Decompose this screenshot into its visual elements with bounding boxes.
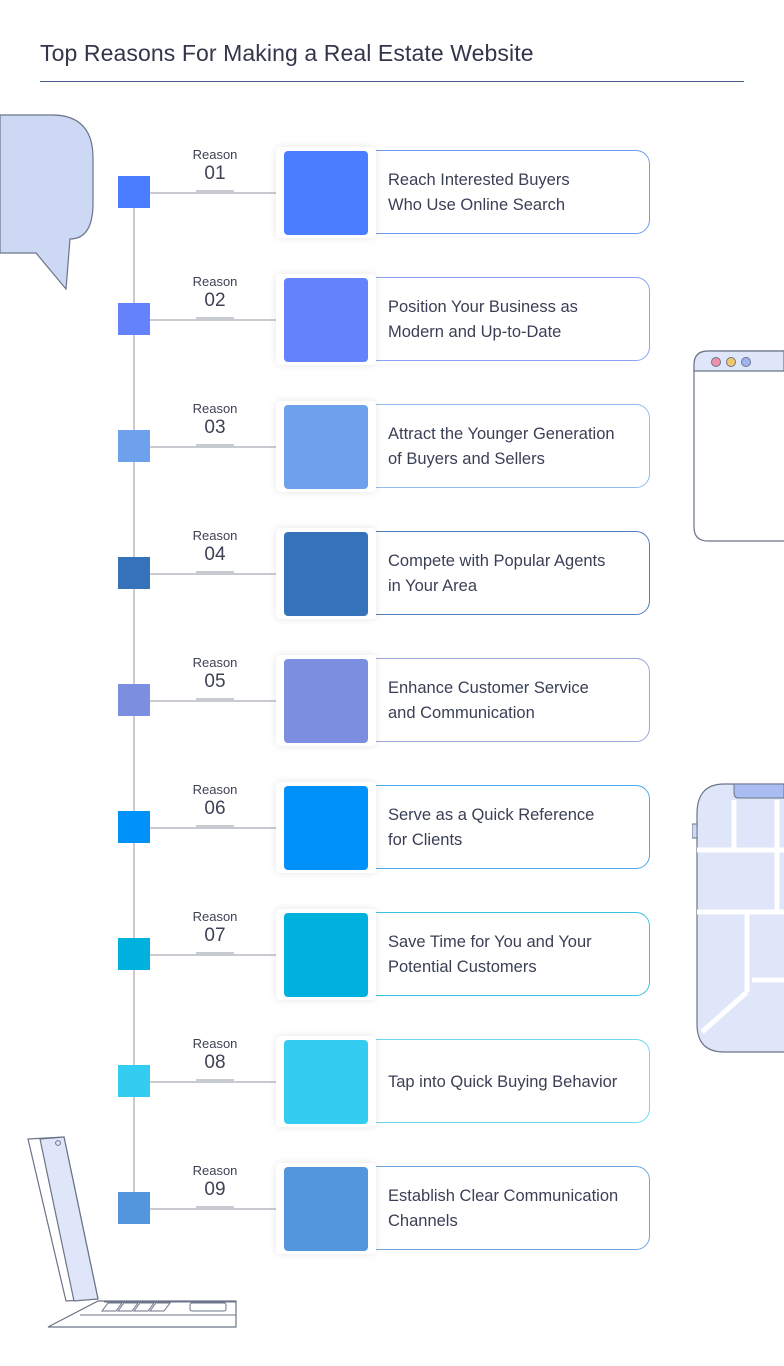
number-underline (196, 825, 234, 827)
reason-number: 03 (204, 417, 226, 438)
timeline-marker (118, 684, 150, 716)
reason-number: 01 (204, 163, 226, 184)
number-underline (196, 190, 234, 192)
reason-label: Reason (192, 909, 238, 924)
reason-text: Serve as a Quick Reference for Clients (388, 806, 595, 849)
number-underline (196, 698, 234, 700)
reason-number: 02 (204, 290, 226, 311)
reason-item: Reason 02 Position Your Business as Modern… (0, 274, 784, 401)
timeline-marker (118, 176, 150, 208)
page-title: Top Reasons For Making a Real Estate Web… (40, 40, 534, 66)
reason-text: Compete with Popular Agents in Your Area (388, 552, 606, 595)
timeline-marker (118, 1192, 150, 1224)
color-swatch (284, 532, 368, 616)
reason-item: Reason 03 Attract the Younger Generation o… (0, 401, 784, 528)
reason-text: Position Your Business as Modern and Up-… (388, 298, 578, 341)
reason-item: Reason 04 Compete with Popular Agents in Y… (0, 528, 784, 655)
reason-label: Reason (192, 782, 238, 797)
phone-map-icon (692, 783, 784, 1053)
connector-line (150, 573, 278, 575)
reason-text: Save Time for You and Your Potential Cus… (388, 933, 592, 976)
color-swatch (284, 659, 368, 743)
connector-line (150, 1208, 278, 1210)
timeline-marker (118, 811, 150, 843)
connector-line (150, 1081, 278, 1083)
reason-item: Reason 08 Tap into Quick Buying Behavior (0, 1036, 784, 1163)
reason-label: Reason (192, 401, 238, 416)
connector-line (150, 827, 278, 829)
laptop-icon (27, 1136, 237, 1328)
timeline-marker (118, 938, 150, 970)
number-underline (196, 952, 234, 954)
reason-label: Reason (192, 528, 238, 543)
reason-item: Reason 05 Enhance Customer Service and Com… (0, 655, 784, 782)
connector-line (150, 192, 278, 194)
timeline-marker (118, 1065, 150, 1097)
title-divider (40, 81, 744, 82)
number-underline (196, 571, 234, 573)
reason-number: 04 (204, 544, 226, 565)
color-swatch (284, 278, 368, 362)
reason-text: Enhance Customer Service and Communicati… (388, 679, 589, 722)
reason-label: Reason (192, 274, 238, 289)
connector-line (150, 700, 278, 702)
timeline-marker (118, 303, 150, 335)
reason-label: Reason (192, 1163, 238, 1178)
number-underline (196, 1206, 234, 1208)
color-swatch (284, 151, 368, 235)
reason-number: 08 (204, 1052, 226, 1073)
reason-label: Reason (192, 147, 238, 162)
reason-text: Tap into Quick Buying Behavior (388, 1072, 618, 1091)
color-swatch (284, 1040, 368, 1124)
timeline-marker (118, 557, 150, 589)
reason-item: Reason 07 Save Time for You and Your Poten… (0, 909, 784, 1036)
reason-item: Reason 09 Establish Clear Communication Ch… (0, 1163, 784, 1290)
connector-line (150, 319, 278, 321)
reason-item: Reason 01 Reach Interested Buyers Who Use … (0, 147, 784, 274)
reason-text: Establish Clear Communication Channels (388, 1187, 619, 1230)
reason-number: 05 (204, 671, 226, 692)
reason-number: 07 (204, 925, 226, 946)
reason-text: Reach Interested Buyers Who Use Online S… (388, 171, 570, 214)
number-underline (196, 444, 234, 446)
reason-item: Reason 06 Serve as a Quick Reference for C… (0, 782, 784, 909)
number-underline (196, 1079, 234, 1081)
reason-label: Reason (192, 655, 238, 670)
timeline-marker (118, 430, 150, 462)
reason-text: Attract the Younger Generation of Buyers… (388, 425, 615, 468)
connector-line (150, 954, 278, 956)
reason-number: 06 (204, 798, 226, 819)
color-swatch (284, 913, 368, 997)
color-swatch (284, 1167, 368, 1251)
number-underline (196, 317, 234, 319)
reason-label: Reason (192, 1036, 238, 1051)
color-swatch (284, 786, 368, 870)
color-swatch (284, 405, 368, 489)
speech-bubble-icon (0, 114, 94, 291)
browser-window-icon (693, 350, 784, 542)
connector-line (150, 446, 278, 448)
reason-number: 09 (204, 1179, 226, 1200)
